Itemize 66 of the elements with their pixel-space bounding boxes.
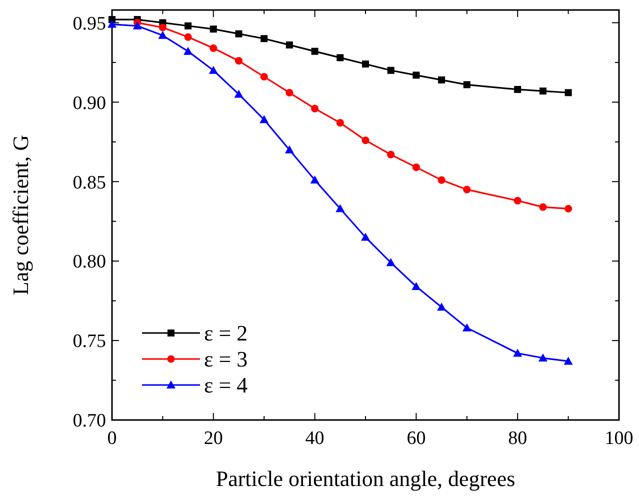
point (387, 66, 394, 74)
point (234, 57, 243, 65)
point (513, 348, 522, 357)
point (514, 86, 522, 93)
y-tick-label: 0.85 (72, 172, 106, 194)
point (336, 204, 345, 212)
point (208, 66, 218, 74)
point (284, 145, 294, 154)
x-tick-label: 100 (604, 428, 634, 449)
point (362, 60, 369, 68)
point (336, 54, 344, 62)
point (412, 164, 420, 172)
point (437, 302, 446, 311)
legend-label: ε = 2 (204, 320, 248, 346)
point (132, 21, 142, 30)
point (311, 48, 318, 55)
point (286, 41, 293, 48)
point (108, 20, 116, 28)
point (184, 22, 192, 30)
point (538, 354, 548, 362)
x-axis-title: Particle orientation angle, degrees (216, 466, 516, 491)
point (564, 356, 573, 365)
y-tick-label: 0.70 (72, 410, 106, 432)
legend-label: ε = 4 (204, 372, 248, 398)
point (387, 150, 395, 158)
point (184, 33, 192, 41)
point (260, 35, 268, 42)
legend-label: ε = 3 (204, 346, 248, 372)
y-axis-title: Lag coefficient, G (8, 134, 33, 296)
point (462, 323, 472, 332)
point (260, 72, 268, 81)
point (158, 24, 166, 32)
point (463, 186, 471, 194)
point (286, 88, 294, 96)
point (310, 176, 320, 184)
point (336, 119, 344, 127)
point (184, 46, 193, 55)
point (210, 26, 217, 33)
point (386, 258, 396, 266)
y-tick-label: 0.95 (72, 13, 106, 34)
point (539, 203, 547, 211)
point (463, 81, 470, 88)
point (210, 44, 218, 52)
point (158, 30, 168, 39)
point (260, 115, 269, 124)
point (311, 104, 319, 112)
point (438, 176, 446, 184)
x-tick-label: 60 (406, 428, 426, 449)
point (539, 88, 546, 95)
point (564, 89, 572, 96)
point (362, 136, 370, 144)
point (235, 30, 242, 38)
point (361, 232, 370, 241)
x-tick-label: 0 (107, 428, 117, 449)
x-tick-label: 80 (508, 428, 528, 449)
point (412, 72, 420, 79)
point (564, 204, 572, 212)
point (412, 282, 421, 290)
y-tick-label: 0.80 (72, 252, 106, 273)
point (438, 76, 446, 84)
x-tick-label: 20 (204, 428, 223, 449)
y-tick-label: 0.90 (72, 92, 106, 114)
x-tick-label: 40 (305, 428, 324, 449)
point (514, 196, 522, 204)
point (234, 90, 244, 98)
y-tick-label: 0.75 (72, 331, 106, 352)
